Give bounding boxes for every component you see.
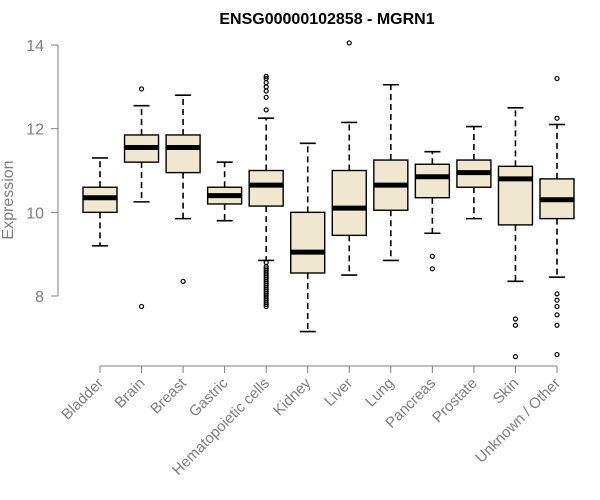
- outlier-point: [554, 303, 560, 310]
- outlier-point: [512, 316, 519, 322]
- outlier-point: [263, 75, 269, 82]
- outlier-point: [263, 88, 269, 94]
- box-pancreas: [414, 150, 451, 272]
- iqr-box: [331, 169, 367, 237]
- y-axis-label: Expression: [0, 160, 17, 239]
- outlier-point: [512, 322, 519, 328]
- outlier-point: [138, 86, 145, 92]
- iqr-box: [248, 169, 284, 207]
- box-bladder: [82, 157, 118, 247]
- outlier-point: [429, 266, 435, 272]
- outlier-point: [554, 312, 560, 318]
- outlier-point: [554, 351, 560, 358]
- x-tick-label: Liver: [321, 375, 356, 410]
- outlier-point: [554, 297, 560, 303]
- chart-title: ENSG00000102858 - MGRN1: [219, 11, 434, 28]
- iqr-box: [497, 165, 534, 226]
- axes: 8 10 12 14: [26, 38, 558, 373]
- outlier-point: [263, 107, 269, 113]
- outlier-point: [263, 94, 269, 100]
- outlier-point: [554, 75, 560, 82]
- outlier-point: [554, 115, 560, 121]
- box-lung: [373, 83, 409, 262]
- outlier-point: [138, 303, 145, 310]
- x-tick-label: Skin: [490, 375, 523, 408]
- box-unknown-other: [539, 75, 575, 358]
- x-tick-label: Breast: [147, 374, 190, 417]
- iqr-box: [290, 211, 326, 274]
- iqr-box: [165, 134, 201, 174]
- outlier-point: [512, 354, 519, 360]
- box-hematopoietic-cells: [248, 73, 284, 310]
- x-tick-label: Lung: [362, 375, 398, 411]
- y-tick-label: 12: [26, 122, 44, 139]
- x-tick-label: Prostate: [429, 375, 481, 427]
- x-tick-label: Bladder: [58, 375, 107, 424]
- box-breast: [165, 94, 201, 284]
- y-tick-label: 8: [35, 289, 44, 306]
- box-group: [82, 40, 575, 360]
- outlier-point: [263, 84, 269, 90]
- outlier-point: [180, 278, 186, 284]
- outlier-point: [429, 253, 435, 259]
- x-tick-label: Kidney: [270, 374, 315, 419]
- y-tick-label: 10: [26, 205, 44, 222]
- outlier-point: [263, 80, 269, 86]
- box-kidney: [290, 142, 326, 333]
- box-prostate: [456, 125, 492, 220]
- box-skin: [497, 106, 534, 360]
- iqr-box: [414, 163, 451, 199]
- outlier-point: [346, 40, 352, 46]
- x-tick-label: Brain: [112, 375, 149, 412]
- outlier-point: [263, 266, 269, 272]
- outlier-point: [554, 291, 560, 297]
- y-tick-label: 14: [26, 38, 44, 55]
- outlier-point: [263, 259, 269, 266]
- box-gastric: [206, 161, 243, 222]
- outlier-point: [554, 322, 560, 328]
- outlier-point: [263, 73, 269, 79]
- box-liver: [331, 40, 367, 276]
- box-brain: [123, 86, 160, 310]
